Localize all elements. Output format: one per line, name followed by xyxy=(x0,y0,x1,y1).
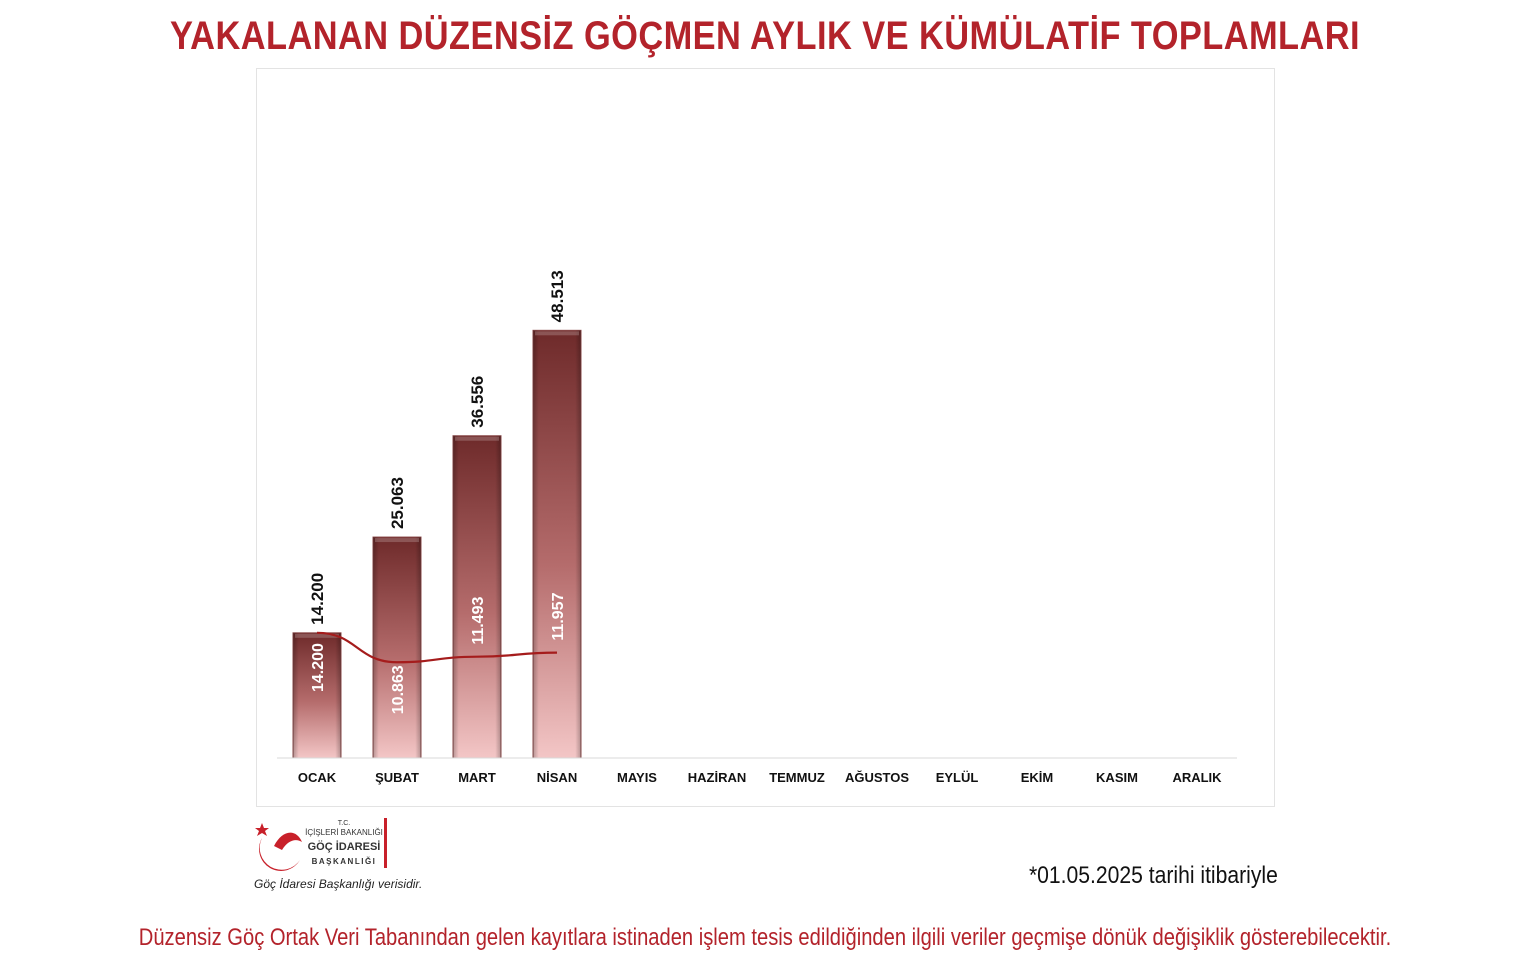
bar-highlight xyxy=(295,633,339,638)
bar-value-label: 25.063 xyxy=(388,477,407,529)
bar-highlight xyxy=(535,331,579,336)
x-tick-label: AĞUSTOS xyxy=(845,770,909,785)
bar-shade xyxy=(533,330,581,758)
bar-highlight xyxy=(375,538,419,543)
x-tick-label: EKİM xyxy=(1021,770,1054,785)
bar-shade xyxy=(293,632,341,758)
page-title: YAKALANAN DÜZENSİZ GÖÇMEN AYLIK VE KÜMÜL… xyxy=(169,14,1361,58)
footer-note: Düzensiz Göç Ortak Veri Tabanından gelen… xyxy=(138,924,1392,951)
line-value-label: 14.200 xyxy=(310,643,327,692)
x-tick-label: HAZİRAN xyxy=(688,770,747,785)
x-tick-label: NİSAN xyxy=(537,770,577,785)
x-tick-label: OCAK xyxy=(298,770,337,785)
x-tick-label: MART xyxy=(458,770,496,785)
bird-icon xyxy=(274,832,302,850)
chart-frame xyxy=(256,68,1275,807)
bar-value-label: 48.513 xyxy=(548,270,567,322)
logo-ministry: İÇİŞLERİ BAKANLIĞI xyxy=(305,828,383,837)
line-value-label: 11.957 xyxy=(550,592,567,640)
logo-caption: Göç İdaresi Başkanlığı verisidir. xyxy=(254,877,423,891)
star-icon xyxy=(255,823,269,836)
x-tick-label: TEMMUZ xyxy=(769,770,825,785)
goc-idaresi-logo: T.C. İÇİŞLERİ BAKANLIĞI GÖÇ İDARESİ BAŞK… xyxy=(255,818,387,871)
date-note: *01.05.2025 tarihi itibariyle xyxy=(1029,862,1278,889)
x-tick-label: MAYIS xyxy=(617,770,657,785)
logo-baskanligi: BAŞKANLIĞI xyxy=(312,857,377,866)
x-tick-label: ARALIK xyxy=(1172,770,1222,785)
bar-value-label: 36.556 xyxy=(468,376,487,428)
monthly-line xyxy=(316,631,558,664)
bar-value-label: 14.200 xyxy=(308,573,327,625)
bar-shade xyxy=(373,537,421,758)
bar-highlight xyxy=(455,436,499,441)
logo-goc-idaresi: GÖÇ İDARESİ xyxy=(308,840,381,853)
x-tick-label: ŞUBAT xyxy=(375,770,419,785)
line-value-label: 11.493 xyxy=(470,597,487,645)
x-tick-label: EYLÜL xyxy=(936,770,979,785)
bar-shade xyxy=(453,435,501,758)
line-value-label: 10.863 xyxy=(390,665,407,714)
x-tick-label: KASIM xyxy=(1096,770,1138,785)
bar-line-chart: 14.200 25.063 36.556 48.513 14.200 10.863 11.4… xyxy=(277,270,1237,785)
logo-tc: T.C. xyxy=(338,820,351,827)
